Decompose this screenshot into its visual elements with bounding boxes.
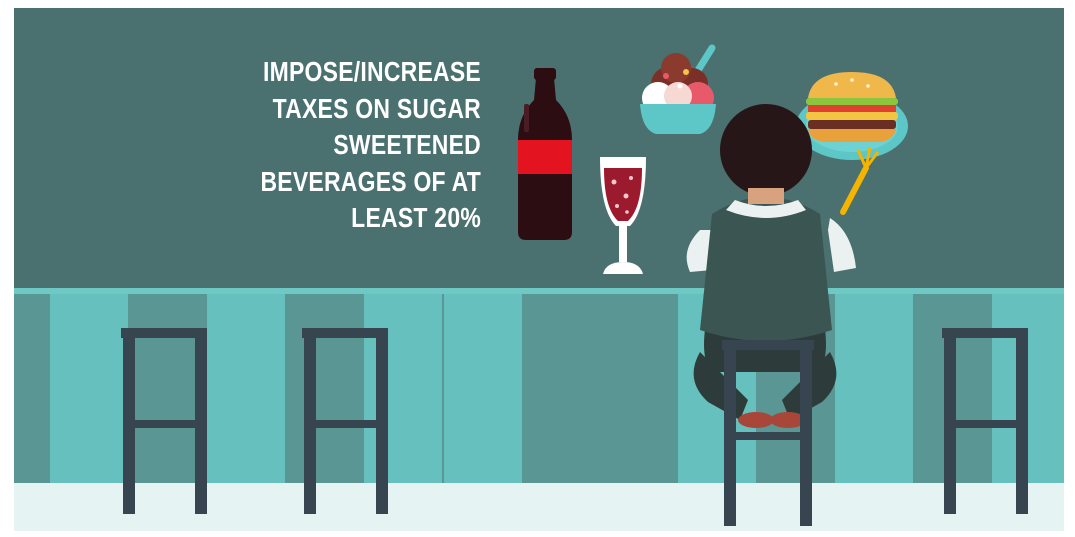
bar-stool-icon (302, 328, 388, 514)
soda-bottle-icon (518, 68, 572, 240)
bar-stool-icon (722, 340, 814, 526)
fork-icon (840, 147, 880, 215)
caption-line: LEAST 20% (351, 202, 481, 233)
bar-stool-icon (121, 328, 207, 514)
floor (14, 483, 1064, 531)
bar-stool-icon (942, 328, 1028, 514)
caption-line: BEVERAGES OF AT (260, 165, 481, 197)
caption-line: SWEETENED (333, 129, 481, 160)
burger-plate-icon (796, 72, 908, 160)
counter-stripes (14, 288, 1064, 483)
caption-line: IMPOSE/INCREASE (262, 56, 481, 87)
wine-glass-icon (600, 157, 646, 274)
tax-policy-caption: IMPOSE/INCREASE TAXES ON SUGAR SWEETENED… (235, 54, 481, 237)
ice-cream-bowl-icon (640, 44, 716, 134)
caption-line: TAXES ON SUGAR (272, 92, 481, 124)
